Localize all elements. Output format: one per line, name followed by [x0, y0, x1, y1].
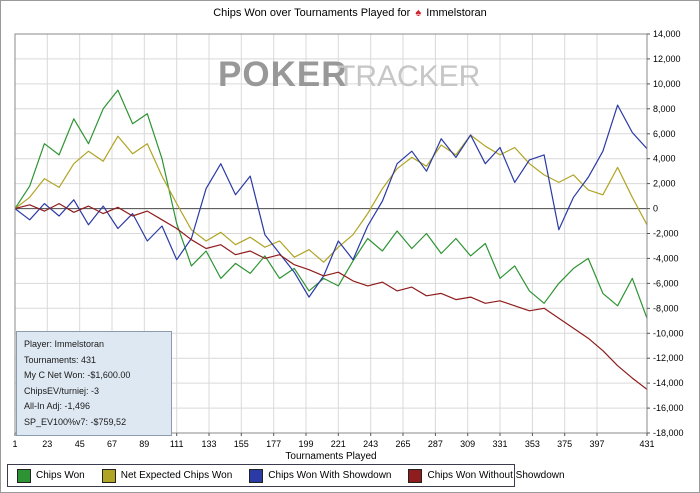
x-tick-label: 67: [107, 439, 117, 449]
y-tick-label: 8,000: [653, 104, 676, 114]
chart-series: [14, 89, 648, 390]
x-tick-label: 331: [492, 439, 507, 449]
x-tick-label: 243: [363, 439, 378, 449]
x-tick-label: 133: [201, 439, 216, 449]
legend: Chips Won Net Expected Chips Won Chips W…: [7, 464, 565, 487]
y-tick-label: 12,000: [653, 54, 681, 64]
legend-label-with-showdown: Chips Won With Showdown: [268, 470, 392, 481]
legend-item-without-showdown: Chips Won Without Showdown: [408, 468, 565, 483]
legend-label-net-expected: Net Expected Chips Won: [120, 470, 233, 481]
y-tick-label: -10,000: [653, 328, 684, 338]
legend-item-net-expected: Net Expected Chips Won: [101, 468, 233, 483]
legend-swatch-chips-won: [17, 468, 31, 483]
x-axis-title: Tournaments Played: [285, 451, 376, 462]
legend-item-chips-won: Chips Won: [17, 468, 85, 483]
y-tick-label: 0: [653, 204, 658, 214]
x-tick-label: 45: [75, 439, 85, 449]
y-tick-label: -8,000: [653, 303, 679, 313]
x-tick-label: 265: [395, 439, 410, 449]
y-tick-label: 14,000: [653, 29, 681, 39]
legend-swatch-without-showdown: [408, 468, 423, 483]
y-tick-label: -6,000: [653, 278, 679, 288]
player-stats-box: Player: Immelstoran Tournaments: 431 My …: [16, 331, 172, 436]
series-line-2: [14, 104, 648, 298]
x-tick-label: 89: [139, 439, 149, 449]
stat-sp-ev: SP_EV100%v7: -$759,52: [24, 416, 127, 427]
x-tick-label: 221: [331, 439, 346, 449]
stat-net-won: My C Net Won: -$1,600.00: [24, 370, 131, 380]
x-tick-label: 431: [639, 439, 654, 449]
x-tick-label: 1: [12, 439, 17, 449]
y-tick-label: 10,000: [653, 79, 681, 89]
x-tick-label: 23: [42, 439, 52, 449]
series-line-0: [14, 89, 648, 319]
series-line-1: [14, 134, 648, 263]
pokerstars-spade-icon: ♠: [415, 7, 422, 19]
stat-tournaments: Tournaments: 431: [24, 354, 97, 365]
y-tick-label: 2,000: [653, 179, 676, 189]
y-tick-label: 6,000: [653, 129, 676, 139]
y-tick-label: -12,000: [653, 353, 684, 363]
stat-player: Player: Immelstoran: [24, 339, 105, 349]
y-tick-label: -16,000: [653, 403, 684, 413]
legend-swatch-with-showdown: [249, 468, 264, 483]
watermark-tracker: TRACKER: [337, 60, 480, 93]
x-tick-label: 199: [298, 439, 313, 449]
y-tick-label: -4,000: [653, 253, 679, 263]
x-tick-label: 309: [460, 439, 475, 449]
legend-swatch-net-expected: [101, 468, 116, 483]
y-tick-label: -2,000: [653, 229, 679, 239]
x-tick-label: 375: [557, 439, 572, 449]
y-tick-label: -14,000: [653, 378, 684, 388]
legend-label-without-showdown: Chips Won Without Showdown: [427, 470, 565, 481]
x-tick-label: 111: [170, 439, 184, 449]
x-tick-label: 397: [589, 439, 604, 449]
legend-item-with-showdown: Chips Won With Showdown: [249, 468, 392, 483]
x-tick-label: 155: [234, 439, 249, 449]
watermark-poker: POKER: [218, 55, 347, 94]
legend-label-chips-won: Chips Won: [36, 470, 85, 481]
chart-title: Chips Won over Tournaments Played for ♠ …: [1, 7, 699, 19]
series-line-3: [14, 203, 648, 390]
x-tick-label: 353: [525, 439, 540, 449]
stat-all-in-adj: All-In Adj: -1,496: [24, 401, 91, 411]
x-tick-label: 177: [266, 439, 281, 449]
chart-title-text: Chips Won over Tournaments Played for: [213, 7, 411, 19]
chart-title-player: Immelstoran: [426, 7, 487, 19]
x-tick-label: 287: [428, 439, 443, 449]
stat-chips-ev: ChipsEV/turniej: -3: [24, 385, 100, 396]
axes: 14,000 12,000 10,000 8,000 6,000 4,000 2,000 0 -…: [12, 29, 683, 449]
y-tick-label: -18,000: [653, 428, 684, 438]
y-tick-label: 4,000: [653, 154, 676, 164]
